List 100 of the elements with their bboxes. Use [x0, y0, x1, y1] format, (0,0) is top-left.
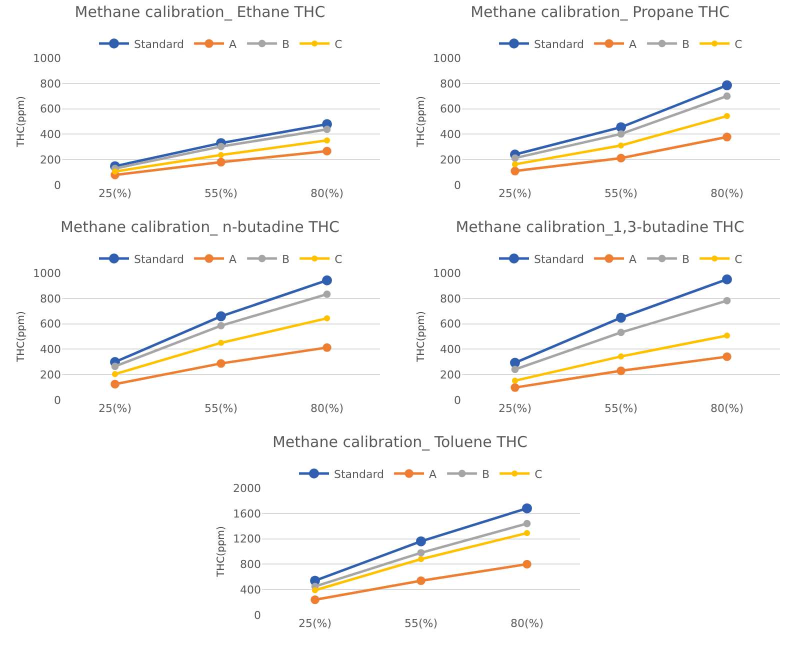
y-tick-label: 400	[240, 583, 261, 596]
point	[216, 158, 226, 166]
y-tick-label: 200	[440, 153, 461, 166]
point	[323, 290, 331, 298]
legend-label: A	[229, 252, 238, 266]
y-tick-label: 200	[40, 153, 61, 166]
y-axis-title: THC(ppm)	[16, 96, 27, 148]
y-tick-label: 400	[440, 128, 461, 142]
y-tick-label: 200	[440, 368, 461, 382]
y-tick-label: 800	[440, 77, 461, 90]
y-tick-label: 1000	[33, 266, 61, 280]
point	[618, 142, 624, 149]
x-tick-label: 25(%)	[498, 402, 532, 415]
point	[216, 311, 226, 322]
legend-label: A	[429, 468, 438, 481]
point	[111, 362, 119, 370]
legend-label: B	[482, 468, 490, 481]
y-tick-label: 400	[40, 128, 61, 142]
point	[722, 80, 732, 90]
point	[324, 137, 330, 144]
point	[723, 92, 731, 100]
point	[618, 353, 624, 360]
chart-title: Methane calibration_ Toluene THC	[272, 432, 528, 451]
x-tick-label: 80(%)	[510, 617, 544, 630]
y-tick-label: 800	[440, 292, 461, 306]
point	[416, 576, 426, 586]
x-tick-label: 25(%)	[98, 187, 132, 200]
y-axis-title: THC(ppm)	[216, 526, 227, 578]
legend-label: C	[334, 38, 343, 51]
y-tick-label: 400	[40, 343, 61, 356]
x-tick-label: 55(%)	[204, 402, 238, 415]
y-tick-label: 2000	[233, 482, 261, 495]
x-tick-label: 55(%)	[604, 402, 638, 415]
legend-label: Standard	[134, 252, 184, 266]
point	[522, 503, 532, 514]
legend-label: C	[534, 468, 543, 481]
legend-label: Standard	[534, 38, 584, 51]
point	[322, 275, 332, 286]
x-tick-label: 25(%)	[298, 617, 332, 630]
x-tick-label: 80(%)	[310, 402, 344, 415]
x-tick-label: 25(%)	[498, 187, 532, 200]
point	[522, 560, 532, 569]
point	[322, 343, 332, 352]
legend-label: C	[734, 252, 743, 266]
chart-title: Methane calibration_ n-butadine THC	[60, 218, 340, 236]
legend-label: A	[629, 38, 638, 51]
y-tick-label: 1000	[433, 52, 461, 65]
point	[510, 383, 520, 392]
y-axis-title: THC(ppm)	[416, 96, 427, 148]
x-tick-label: 80(%)	[310, 187, 344, 200]
y-tick-label: 800	[240, 558, 261, 572]
point	[616, 312, 626, 323]
point	[323, 126, 331, 134]
y-tick-label: 1200	[233, 532, 261, 546]
point	[616, 154, 626, 162]
legend-label: C	[334, 252, 343, 266]
y-tick-label: 0	[54, 394, 61, 407]
point	[523, 520, 531, 528]
point	[511, 154, 519, 162]
point	[617, 130, 625, 138]
y-tick-label: 600	[440, 102, 461, 116]
y-tick-label: 0	[254, 608, 261, 622]
y-tick-label: 600	[40, 102, 61, 116]
x-tick-label: 55(%)	[204, 187, 238, 200]
y-axis-title: THC(ppm)	[16, 310, 27, 363]
legend-label: A	[229, 38, 238, 51]
y-tick-label: 400	[440, 343, 461, 356]
x-tick-label: 80(%)	[710, 187, 744, 200]
point	[217, 142, 225, 150]
point	[418, 556, 424, 562]
point	[724, 112, 730, 120]
x-tick-label: 25(%)	[98, 402, 132, 415]
y-tick-label: 1600	[233, 507, 261, 520]
point	[217, 322, 225, 330]
chart-title: Methane calibration_ Propane THC	[470, 2, 730, 21]
point	[511, 366, 519, 374]
x-tick-label: 80(%)	[710, 402, 744, 415]
legend-label: B	[282, 38, 290, 51]
chart-title: Methane calibration_1,3-butadine THC	[456, 218, 744, 236]
y-tick-label: 600	[40, 318, 61, 331]
y-axis-title: THC(ppm)	[416, 310, 427, 363]
legend-label: C	[734, 38, 743, 51]
legend-label: Standard	[534, 252, 584, 266]
point	[512, 161, 518, 168]
point	[312, 587, 318, 594]
legend-label: B	[282, 252, 290, 266]
y-tick-label: 1000	[33, 52, 61, 65]
point	[510, 166, 520, 176]
legend-label: Standard	[334, 468, 384, 481]
x-tick-label: 55(%)	[604, 187, 638, 200]
point	[322, 146, 332, 156]
point	[218, 340, 224, 346]
point	[112, 371, 118, 378]
chart-title: Methane calibration_ Ethane THC	[74, 2, 326, 21]
y-tick-label: 600	[440, 318, 461, 331]
point	[310, 595, 320, 604]
point	[722, 132, 732, 142]
y-tick-label: 0	[454, 394, 461, 407]
point	[218, 152, 224, 158]
legend-label: B	[682, 38, 690, 51]
